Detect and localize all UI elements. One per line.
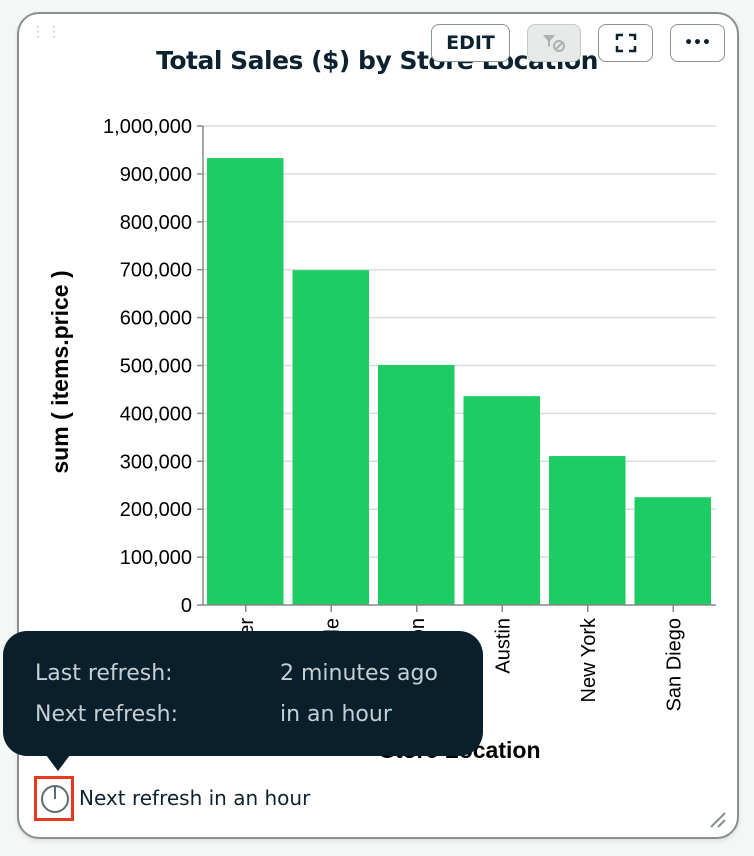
y-tick-label: 300,000 bbox=[120, 451, 192, 473]
bar-san-diego bbox=[634, 497, 711, 605]
edit-button[interactable]: EDIT bbox=[431, 24, 510, 62]
bar-austin bbox=[463, 396, 540, 605]
drag-handle-icon[interactable]: ⋮⋮ bbox=[31, 23, 63, 39]
filter-off-icon bbox=[543, 35, 565, 52]
x-tick-label: New York bbox=[578, 617, 600, 702]
y-tick-label: 100,000 bbox=[120, 547, 192, 569]
bar-new-york bbox=[549, 456, 626, 605]
next-refresh-label: Next refresh: bbox=[35, 702, 178, 727]
y-tick-label: 500,000 bbox=[120, 356, 192, 378]
y-axis-label: sum ( items.price ) bbox=[47, 270, 73, 473]
bar-denver bbox=[207, 158, 284, 605]
fullscreen-icon bbox=[615, 33, 636, 53]
clock-icon bbox=[41, 785, 69, 813]
filter-off-button[interactable] bbox=[527, 24, 581, 62]
refresh-status-text: Next refresh in an hour bbox=[79, 786, 311, 810]
fullscreen-button[interactable] bbox=[598, 24, 653, 62]
chart-title: Total Sales ($) by Store Location bbox=[156, 46, 598, 75]
refresh-tooltip: Last refresh: 2 minutes ago Next refresh… bbox=[3, 631, 483, 756]
next-refresh-value: in an hour bbox=[280, 702, 392, 727]
tooltip-arrow bbox=[46, 755, 70, 771]
y-tick-label: 200,000 bbox=[120, 499, 192, 521]
y-tick-label: 800,000 bbox=[120, 212, 192, 234]
refresh-status-button[interactable] bbox=[34, 776, 74, 821]
y-tick-label: 900,000 bbox=[120, 164, 192, 186]
last-refresh-value: 2 minutes ago bbox=[280, 661, 438, 686]
more-options-button[interactable]: ••• bbox=[670, 24, 725, 62]
last-refresh-label: Last refresh: bbox=[35, 661, 173, 686]
y-tick-label: 1,000,000 bbox=[103, 116, 192, 138]
bar-seattle bbox=[292, 270, 369, 605]
y-tick-label: 400,000 bbox=[120, 403, 192, 425]
y-tick-label: 600,000 bbox=[120, 308, 192, 330]
y-tick-label: 0 bbox=[181, 595, 192, 617]
x-tick-label: Austin bbox=[492, 618, 514, 674]
x-tick-label: San Diego bbox=[663, 618, 685, 711]
resize-handle-icon[interactable] bbox=[708, 810, 728, 830]
y-tick-label: 700,000 bbox=[120, 260, 192, 282]
bar-london bbox=[378, 365, 455, 605]
